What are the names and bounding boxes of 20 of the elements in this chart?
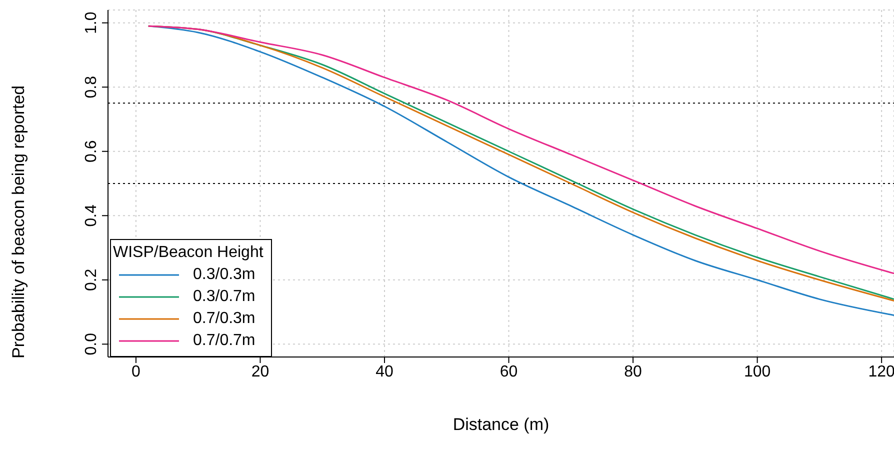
- legend-label: 0.3/0.7m: [193, 288, 256, 306]
- y-tick-label: 0.8: [83, 76, 100, 98]
- y-tick-label: 1.0: [83, 12, 100, 34]
- y-tick-label: 0.6: [83, 140, 100, 162]
- legend-title: WISP/Beacon Height: [113, 244, 264, 262]
- x-tick-label: 100: [744, 363, 771, 380]
- x-tick-label: 40: [376, 363, 394, 380]
- y-axis-title: Probability of beacon being reported: [9, 85, 28, 358]
- x-tick-label: 60: [500, 363, 518, 380]
- x-axis-title: Distance (m): [452, 415, 550, 434]
- legend-label: 0.7/0.3m: [193, 310, 256, 328]
- x-tick-label: 120: [868, 363, 894, 380]
- legend-label: 0.3/0.3m: [193, 266, 256, 284]
- y-tick-label: 0.2: [83, 268, 100, 292]
- y-tick-label: 0.0: [83, 332, 100, 356]
- x-tick-label: 80: [624, 363, 642, 380]
- y-tick-label: 0.4: [83, 204, 100, 227]
- x-tick-label: 20: [251, 363, 270, 380]
- legend-label: 0.7/0.7m: [193, 332, 256, 350]
- x-tick-label: 0: [132, 363, 141, 380]
